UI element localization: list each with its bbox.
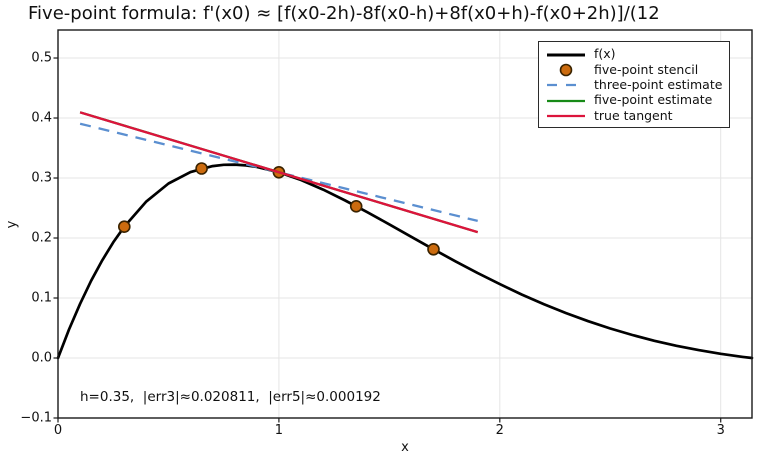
legend-entry-stencil: five-point stencil (545, 61, 722, 77)
x-tick-label: 1 (274, 423, 284, 438)
dashed-line-swatch-icon (545, 77, 587, 91)
stencil-marker-swatch-icon (545, 62, 587, 77)
error-annotation: h=0.35, |err3|≈0.020811, |err5|≈0.000192 (80, 389, 381, 405)
legend-label: true tangent (594, 107, 673, 123)
chart-title: Five-point formula: f'(x0) ≈ [f(x0-2h)-8… (28, 3, 660, 24)
legend-label: three-point estimate (594, 76, 723, 92)
green-line-swatch-icon (545, 93, 587, 107)
legend-label: f(x) (594, 46, 616, 62)
y-tick-label: 0.0 (31, 350, 52, 366)
x-tick-label: 3 (716, 423, 725, 438)
fx-line-swatch-icon (545, 47, 587, 61)
legend-entry-three-point: three-point estimate (545, 77, 722, 92)
red-line-swatch-icon (545, 108, 587, 122)
y-tick-label: 0.1 (31, 290, 52, 306)
y-tick-label: 0.2 (31, 230, 52, 246)
legend-entry-five-point: five-point estimate (545, 92, 722, 107)
y-tick-label: 0.4 (31, 110, 52, 126)
x-tick-label: 2 (495, 423, 504, 438)
legend-entry-fx: f(x) (545, 46, 722, 61)
legend-label: five-point stencil (594, 61, 699, 77)
y-tick-label: 0.5 (31, 50, 52, 66)
legend-label: five-point estimate (594, 92, 713, 108)
y-tick-label: 0.3 (31, 170, 52, 186)
x-axis-label: x (401, 440, 409, 455)
x-tick-label: 0 (53, 423, 63, 438)
legend-entry-true-tangent: true tangent (545, 108, 722, 123)
y-tick-label: −0.1 (20, 410, 52, 426)
legend: f(x) five-point stencil three-point esti… (538, 41, 731, 128)
y-axis-label: y (4, 220, 20, 229)
